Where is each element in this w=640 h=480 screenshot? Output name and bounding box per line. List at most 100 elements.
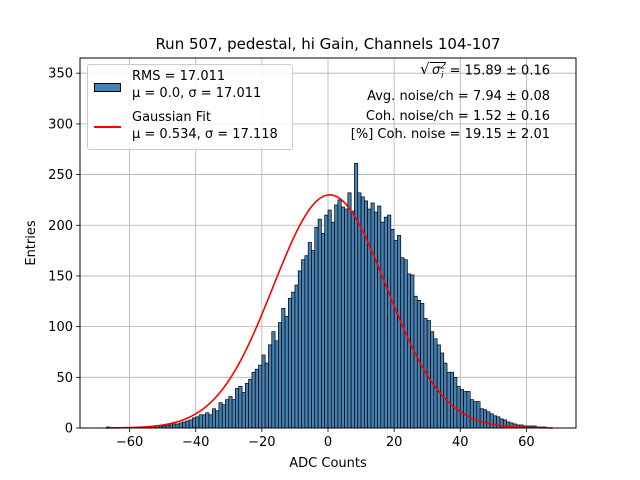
histogram-bar	[211, 408, 216, 429]
histogram-bar	[473, 401, 478, 429]
histogram-bar	[205, 412, 210, 429]
avg-noise-annotation: Avg. noise/ch = 7.94 ± 0.08	[367, 89, 550, 104]
histogram-bars	[106, 163, 547, 429]
histogram-bar	[314, 226, 319, 429]
histogram-bar	[235, 388, 240, 429]
histogram-bar	[218, 402, 223, 429]
x-axis-label: ADC Counts	[289, 456, 367, 471]
y-tick-label: 350	[48, 67, 73, 82]
histogram-bar	[499, 418, 504, 429]
x-tick-label: −20	[248, 435, 275, 450]
y-tick-label: 50	[56, 371, 73, 386]
histogram-bar	[208, 414, 213, 429]
histogram-bar	[347, 192, 352, 429]
x-tick-label: 60	[518, 435, 535, 450]
histogram-bar	[317, 218, 322, 429]
histogram-bar	[453, 376, 458, 429]
histogram-bar	[182, 421, 187, 429]
histogram-bar	[198, 414, 203, 429]
histogram-bar	[377, 205, 382, 429]
histogram-bar	[175, 423, 180, 429]
histogram-bar	[274, 340, 279, 429]
histogram-bar	[248, 378, 253, 429]
legend-rms-label: RMS = 17.011	[132, 69, 226, 84]
legend: RMS = 17.011 μ = 0.0, σ = 17.011 Gaussia…	[87, 64, 293, 150]
histogram-bar	[456, 386, 461, 429]
sqrt-icon: √	[420, 60, 430, 78]
y-tick-label: 100	[48, 320, 73, 335]
histogram-bar	[496, 416, 501, 429]
histogram-bar	[231, 399, 236, 429]
y-tick-label: 300	[48, 117, 73, 132]
histogram-bar	[400, 257, 405, 429]
sqrt-expression: √ σ2i	[420, 60, 446, 81]
histogram-bar	[201, 414, 207, 429]
gaussian-fit-line	[106, 194, 553, 429]
histogram-bar	[324, 214, 329, 429]
x-tick-label: −60	[116, 435, 143, 450]
coh-noise-annotation: Coh. noise/ch = 1.52 ± 0.16	[365, 109, 550, 124]
y-tick-label: 250	[48, 168, 73, 183]
histogram-bar	[254, 368, 259, 429]
histogram-bar	[436, 344, 441, 429]
histogram-bar	[337, 199, 342, 429]
y-tick-label: 200	[48, 219, 73, 234]
histogram-bar	[251, 371, 256, 429]
histogram-bar	[383, 216, 388, 429]
histogram-bar	[486, 411, 491, 429]
y-axis-label: Entries	[24, 220, 39, 266]
legend-fit-params: μ = 0.534, σ = 17.118	[132, 127, 278, 142]
histogram-bar	[221, 404, 226, 429]
histogram-bar	[476, 401, 481, 429]
x-tick-label: −40	[182, 435, 209, 450]
histogram-bar	[321, 233, 326, 429]
histogram-bar	[483, 409, 488, 429]
histogram-bar	[225, 399, 230, 429]
histogram-bar	[291, 291, 296, 429]
histogram-bar	[350, 210, 355, 429]
histogram-bar	[492, 415, 497, 429]
x-tick-label: 20	[386, 435, 403, 450]
y-tick-label: 150	[48, 269, 73, 284]
histogram-bar	[393, 240, 398, 429]
histogram-bar	[479, 408, 484, 429]
histogram-bar	[440, 352, 445, 429]
histogram-bar	[268, 344, 273, 429]
histogram-bar	[327, 209, 332, 429]
y-axis-ticks: 0 50 100 150 200 250 300 350	[48, 67, 80, 437]
histogram-bar	[459, 389, 464, 429]
histogram-bar	[449, 371, 455, 429]
histogram-bar	[443, 362, 448, 429]
histogram-bar	[370, 202, 375, 429]
sigma-value: = 15.89 ± 0.16	[445, 63, 550, 79]
histogram-bar	[397, 235, 402, 429]
histogram-bar	[469, 399, 474, 429]
histogram-bar	[192, 417, 197, 429]
histogram-bar	[287, 297, 292, 429]
histogram-bar	[294, 284, 299, 429]
histogram-bar	[466, 391, 471, 429]
histogram-bar	[463, 391, 468, 429]
coh-pct-annotation: [%] Coh. noise = 19.15 ± 2.01	[350, 127, 550, 142]
legend-hist-params: μ = 0.0, σ = 17.011	[132, 86, 262, 101]
histogram-bar	[354, 163, 359, 429]
histogram-bar	[344, 208, 349, 429]
histogram-bar	[334, 204, 339, 429]
histogram-bar	[172, 423, 177, 429]
x-axis-ticks: −60 −40 −20 0 20 40 60	[116, 428, 535, 450]
histogram-bar	[297, 270, 302, 429]
histogram-bar	[426, 320, 431, 429]
histogram-bar	[380, 221, 385, 429]
histogram-bar	[261, 354, 266, 429]
histogram-bar	[413, 295, 418, 429]
histogram-bar	[195, 416, 200, 429]
x-tick-label: 40	[452, 435, 469, 450]
x-tick-label: 0	[324, 435, 332, 450]
histogram-bar	[271, 331, 276, 429]
histogram-bar	[304, 255, 309, 429]
legend-line-swatch	[94, 126, 121, 128]
histogram-bar	[241, 392, 246, 429]
histogram-bar	[407, 273, 412, 429]
histogram-bar	[311, 250, 316, 429]
